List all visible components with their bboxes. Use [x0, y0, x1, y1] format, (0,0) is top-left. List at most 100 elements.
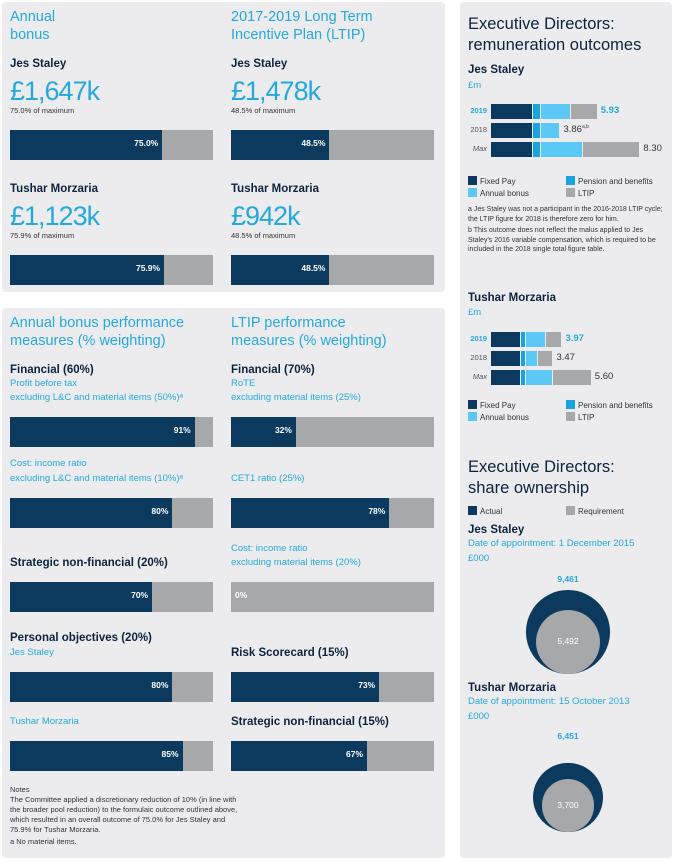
requirement-value-label: 3,700 [557, 799, 579, 810]
total-value: 5.93 [600, 105, 620, 116]
legend-swatch [468, 188, 477, 197]
bar-fill [231, 741, 367, 771]
outcome-bar: 75.9% [10, 255, 213, 285]
measure-heading: Strategic non-financial (20%) [10, 557, 168, 569]
bar-fill [10, 582, 153, 612]
legend-item: Fixed Pay [468, 176, 516, 186]
bar-fill [10, 741, 183, 771]
percent-of-maximum: 75.9% of maximum [10, 231, 75, 240]
bar-fill [10, 498, 173, 528]
outcome-bar: 48.5% [231, 255, 434, 285]
legend-label: Pension and benefits [578, 177, 653, 186]
bar-fill [10, 417, 195, 447]
person-name: Tushar Morzaria [10, 183, 98, 195]
section-title: Annual [10, 9, 56, 25]
bar-segment-bonus [525, 351, 538, 366]
award-value: £1,123k [10, 201, 100, 231]
bar-segment-fixed [491, 142, 533, 157]
legend-swatch [566, 506, 575, 515]
row-total: 3.97 [565, 333, 584, 344]
measure-bar: 73% [231, 672, 434, 702]
bar-fill [10, 130, 163, 160]
bar-value-label: 78% [368, 506, 386, 516]
measure-bar: 85% [10, 741, 213, 771]
bar-value-label: 67% [346, 749, 364, 759]
bar-segment-bonus [541, 104, 571, 119]
bar-segment-fixed [491, 370, 521, 385]
row-label-Max: Max [472, 372, 487, 381]
notes-block: Notes The Committee applied a discretiona… [10, 785, 238, 847]
legend-label: LTIP [578, 413, 595, 422]
bar-segment-pension [533, 123, 541, 138]
measure-heading: Personal objectives (20%) [10, 632, 152, 644]
measure-label: Profit before tax [10, 378, 78, 389]
person-name: Jes Staley [468, 524, 525, 536]
bar-segment-bonus [525, 332, 545, 347]
legend-label: Fixed Pay [480, 177, 516, 186]
legend-swatch [468, 176, 477, 185]
bar-segment-ltip [538, 351, 553, 366]
section-title: measures (% weighting) [10, 333, 166, 349]
measure-bar: 91% [10, 417, 213, 447]
person-name: Tushar Morzaria [468, 292, 556, 304]
bar-segment-bonus [541, 123, 560, 138]
legend-label: Annual bonus [480, 413, 529, 422]
measure-label: RoTE [231, 378, 256, 389]
bar-segment-fixed [491, 351, 521, 366]
bar-segment-ltip [545, 332, 562, 347]
legend-label: Actual [480, 507, 503, 516]
legend-swatch [468, 412, 477, 421]
bar-fill [231, 130, 330, 160]
bar-segment-fixed [491, 104, 533, 119]
section-title: share ownership [468, 479, 590, 497]
award-value: £1,647k [10, 76, 100, 106]
row-label-2018: 2018 [470, 125, 487, 134]
row-label-2019: 2019 [470, 106, 487, 115]
legend-item: LTIP [566, 412, 594, 422]
requirement-value-label: 5,492 [557, 636, 579, 646]
bar-segment-bonus [525, 370, 552, 385]
footnote: a Jes Staley was not a participant in th… [468, 206, 663, 223]
outcome-bar: 48.5% [231, 130, 434, 160]
measure-label: excluding L&C and material items (50%)ᵃ [10, 392, 184, 403]
legend-swatch [468, 506, 477, 515]
total-value: 8.30 [643, 143, 662, 154]
person-name: Jes Staley [468, 64, 525, 76]
person-name: Jes Staley [231, 58, 288, 70]
bar-value-label: 70% [131, 590, 149, 600]
bar-segment-pension [521, 370, 525, 385]
unit-label: £m [468, 80, 482, 91]
legend-requirement: Requirement [566, 506, 624, 516]
bar-value-label: 0% [235, 590, 248, 600]
section-title: bonus [10, 27, 50, 43]
bar-segment-pension [533, 104, 541, 119]
unit-label: £m [468, 307, 482, 318]
section-title: Annual bonus performance [10, 315, 185, 331]
bar-value-label: 75.9% [135, 263, 161, 273]
measure-heading: Financial (70%) [231, 364, 315, 376]
actual-value-label: 6,451 [557, 731, 579, 741]
bar-fill [10, 672, 173, 702]
award-value: £1,478k [231, 76, 321, 106]
row-total: 3.47 [556, 352, 575, 363]
person-name: Tushar Morzaria [231, 183, 319, 195]
measure-bar: 80% [10, 672, 213, 702]
percent-of-maximum: 48.5% of maximum [231, 231, 296, 240]
bar-segment-ltip [552, 370, 591, 385]
bar-value-label: 48.5% [301, 263, 326, 273]
legend-item: LTIP [566, 188, 594, 198]
bar-fill [231, 498, 390, 528]
bar-segment-ltip [571, 104, 597, 119]
bar-segment-pension [521, 351, 525, 366]
measure-heading: Risk Scorecard (15%) [231, 647, 349, 659]
legend-item: Fixed Pay [468, 400, 516, 410]
row-total: 5.93 [601, 105, 620, 116]
legend-swatch [566, 412, 575, 421]
measure-label: Tushar Morzaria [10, 716, 79, 727]
legend-label: LTIP [578, 189, 595, 198]
row-total: 5.60 [595, 371, 614, 382]
notes-text: The Committee applied a discretionary re… [10, 795, 238, 834]
section-title: Executive Directors: [468, 458, 615, 476]
legend-swatch [566, 176, 575, 185]
measure-label: excluding material items (25%) [231, 392, 361, 403]
